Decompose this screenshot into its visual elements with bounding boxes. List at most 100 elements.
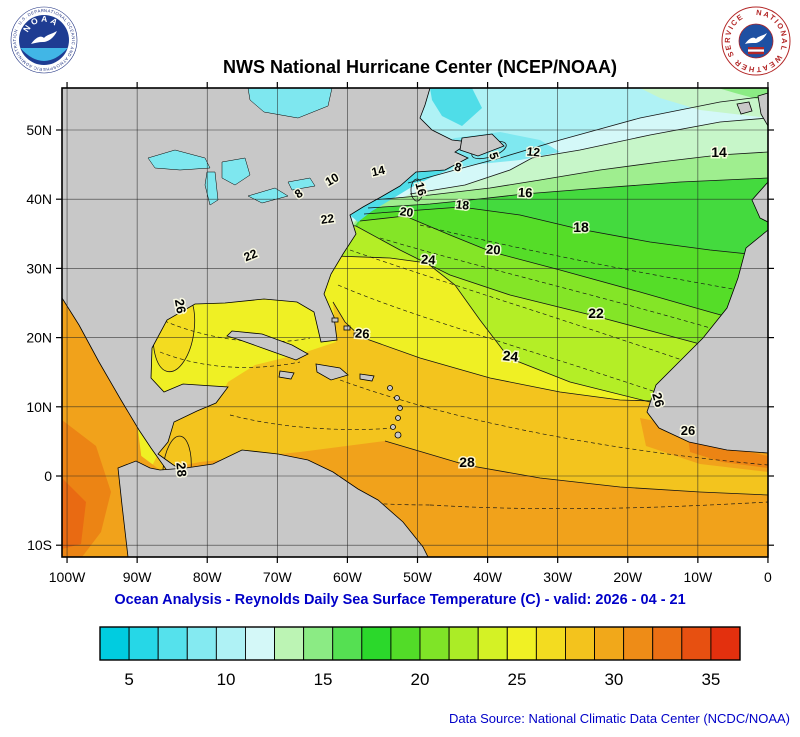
colorbar-cell (623, 626, 654, 661)
colorbar-cell (506, 626, 537, 661)
nws-logo-svg: NATIONAL WEATHER SERVICE (721, 6, 791, 76)
latitude-label: 0 (44, 468, 52, 484)
inland-water (147, 88, 333, 206)
contour-value-label: 20 (486, 242, 501, 258)
land-antilles-island (390, 424, 396, 430)
colorbar-tick-label: 30 (604, 670, 623, 689)
longitude-label: 80W (193, 569, 223, 585)
lake-ontario (287, 177, 316, 191)
land-africa (646, 229, 768, 454)
noaa-seagull-icon (31, 31, 57, 44)
contour-value-label: 14 (711, 144, 727, 160)
colorbar-cell (477, 626, 508, 661)
colorbar-cell (274, 626, 305, 661)
contour-value-label: 24 (502, 347, 519, 365)
colorbar-tick-label: 25 (508, 670, 527, 689)
contour-value-label: 28 (173, 462, 189, 478)
latitude-label: 50N (26, 122, 52, 138)
colorbar-tick-label: 5 (124, 670, 133, 689)
colorbar-tick-label: 15 (314, 670, 333, 689)
contour-value-label: 18 (573, 219, 589, 235)
colorbar-cell (245, 626, 275, 661)
colorbar-tick-label: 35 (701, 670, 720, 689)
colorbar-cell (303, 626, 334, 661)
map-plot (62, 88, 768, 557)
contour-value-label: 14 (370, 163, 386, 180)
dashed-contour (339, 379, 768, 466)
colorbar-tick-label: 10 (217, 670, 236, 689)
hudson-bay (247, 88, 333, 119)
contour-value-label: 22 (320, 211, 335, 227)
colorbar-cell (681, 626, 712, 661)
northeast-corner-water (640, 88, 768, 118)
lake-michigan (204, 171, 219, 206)
land-britain (757, 92, 768, 127)
axis-labels: 100W 90W 80W 70W 60W 50W 40W 30W 20W 10W 0 50N 40N 30… (26, 122, 772, 585)
latitude-label: 40N (26, 191, 52, 207)
contour-20 (359, 215, 768, 329)
land-bahamas-island (343, 325, 351, 331)
land-newfoundland (459, 133, 505, 157)
contour-value-label: 28 (459, 454, 475, 470)
contour-16 (367, 177, 768, 209)
nws-seagull-icon (745, 33, 767, 44)
dashed-contour (157, 317, 311, 343)
contour-loop-16 (410, 178, 424, 202)
land-antilles-island (397, 405, 403, 411)
contour-value-label: 26 (681, 423, 695, 438)
longitude-label: 40W (473, 569, 503, 585)
page-title: NWS National Hurricane Center (NCEP/NOAA… (222, 57, 618, 77)
colorbar-cell (361, 626, 392, 661)
northeast-corner-water-2 (718, 88, 768, 102)
latitude-label: 10S (27, 537, 52, 553)
colorbar-cell (99, 626, 130, 661)
colorbar-tick-label: 20 (411, 670, 430, 689)
land-antilles-island (387, 385, 393, 391)
nws-flag-stripe (748, 47, 764, 50)
noaa-logo-svg: NATIONAL OCEANIC AND ATMOSPHERIC ADMINIS… (10, 6, 78, 74)
latitude-label: 30N (26, 260, 52, 276)
colorbar-cell (565, 626, 595, 661)
colorbar-cell (535, 626, 566, 661)
nws-logo: NATIONAL WEATHER SERVICE (720, 5, 792, 77)
colorbar-cell (419, 626, 450, 661)
contour-value-label: 12 (526, 144, 541, 159)
contour-14 (371, 151, 768, 201)
longitude-label: 60W (333, 569, 363, 585)
contour-18 (363, 206, 768, 257)
map-caption: Ocean Analysis - Reynolds Daily Sea Surf… (114, 592, 686, 608)
longitude-label: 100W (49, 569, 86, 585)
nws-flag-stripe (748, 49, 764, 52)
latitude-label: 20N (26, 330, 52, 346)
land-bahamas-island (331, 317, 339, 323)
contour-value-label: 16 (518, 185, 533, 201)
colorbar-cell (157, 626, 188, 661)
longitude-label: 20W (613, 569, 643, 585)
contour-value-label: 26 (649, 391, 667, 409)
land-ireland (736, 101, 753, 115)
land-masses (62, 88, 768, 557)
contour-value-label: 26 (172, 298, 189, 315)
grid-lines (62, 88, 769, 557)
land-iberia (751, 181, 768, 223)
land-bahamas-island (353, 332, 360, 338)
longitude-label: 10W (683, 569, 713, 585)
labrador-cold-water (430, 88, 482, 126)
map-frame (61, 87, 769, 558)
axis-ticks (56, 82, 774, 563)
colorbar-cell (448, 626, 479, 661)
longitude-label: 0 (764, 569, 772, 585)
lake-huron (221, 157, 251, 186)
colorbar-cell (594, 626, 625, 661)
contour-value-label: 18 (455, 197, 470, 212)
contour-28 (384, 440, 768, 496)
land-jamaica (278, 370, 295, 380)
isotherm-contours (152, 95, 768, 510)
longitude-label: 70W (263, 569, 293, 585)
dashed-contour (349, 249, 768, 391)
colorbar: 5 10 15 20 25 30 35 (99, 626, 741, 689)
colorbar-cell (710, 626, 741, 661)
